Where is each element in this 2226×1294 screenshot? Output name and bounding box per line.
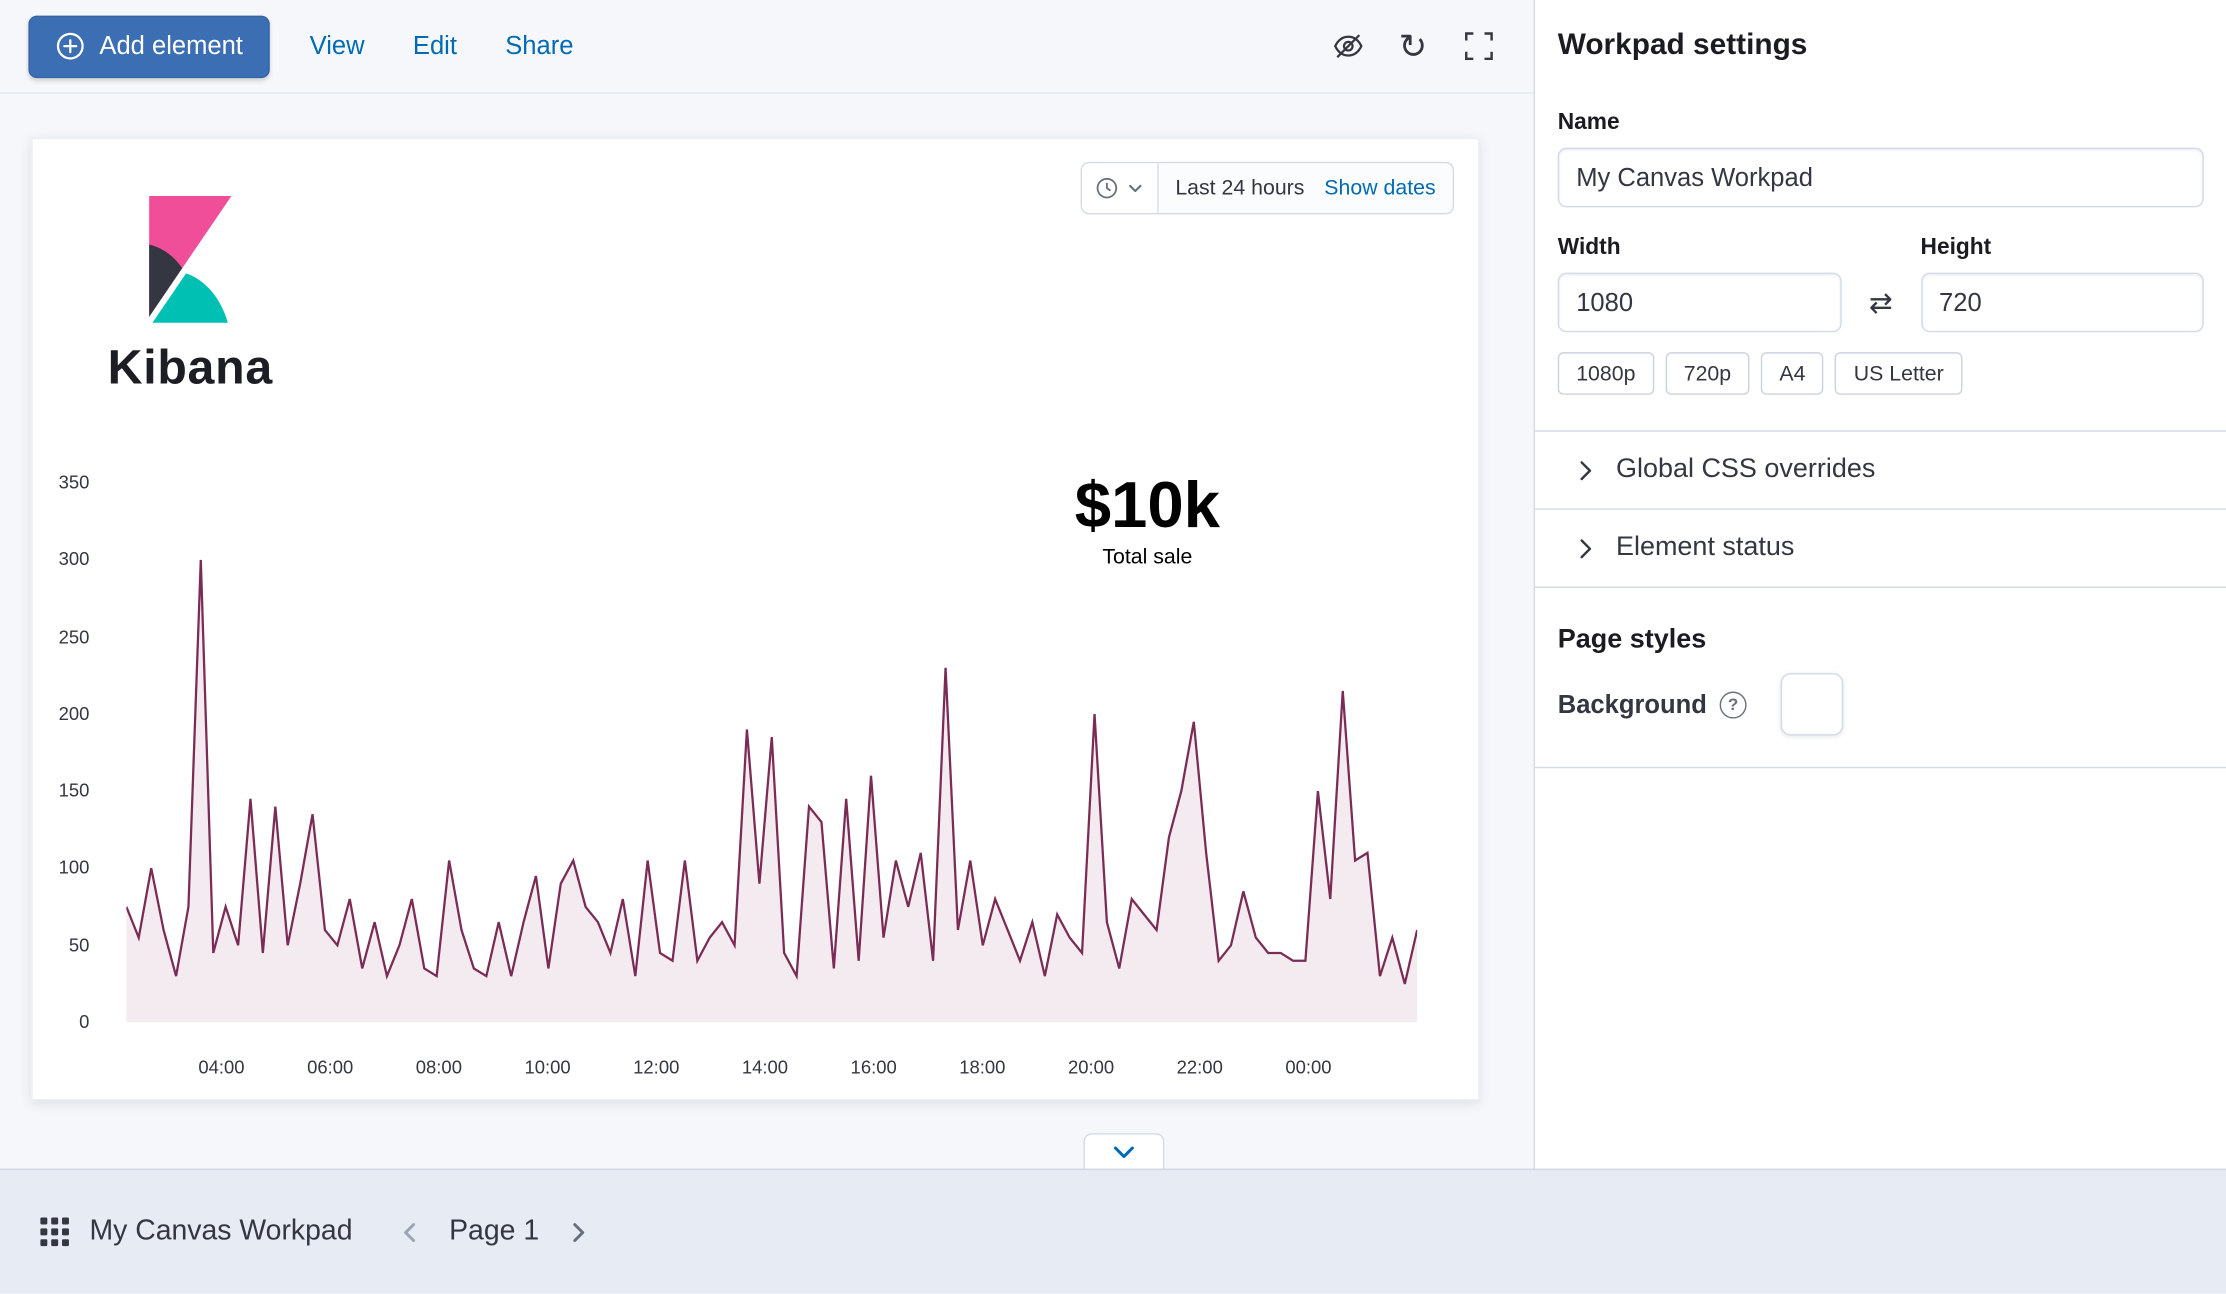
- x-tick-label: 22:00: [1177, 1056, 1223, 1077]
- size-fields: Width Height ⇄: [1558, 236, 2204, 333]
- swap-dimensions-icon[interactable]: ⇄: [1841, 273, 1921, 333]
- accordion-label: Global CSS overrides: [1616, 454, 1875, 485]
- y-tick-label: 150: [59, 778, 90, 804]
- chart-y-axis: 050100150200250300350: [41, 483, 89, 1023]
- workpad-footer: My Canvas Workpad Page 1: [0, 1169, 2226, 1294]
- y-tick-label: 50: [69, 933, 90, 959]
- menu-view[interactable]: View: [310, 31, 365, 61]
- width-label: Width: [1558, 236, 1841, 262]
- x-tick-label: 18:00: [959, 1056, 1005, 1077]
- workpad-page[interactable]: Kibana Last 24 hours Show dates: [31, 138, 1479, 1101]
- add-element-label: Add element: [99, 31, 243, 61]
- chevron-down-icon: [1110, 1138, 1137, 1165]
- x-tick-label: 20:00: [1068, 1056, 1114, 1077]
- hide-editing-controls-button[interactable]: [1321, 19, 1375, 73]
- preset-us-letter-button[interactable]: US Letter: [1835, 352, 1962, 395]
- previous-page-button[interactable]: [395, 1216, 426, 1247]
- y-tick-label: 250: [59, 624, 90, 650]
- workpad-settings-panel: Workpad settings Name Width Height ⇄ 108…: [1535, 0, 2226, 1169]
- canvas-toolbar: Add element View Edit Share ↻: [0, 0, 1534, 94]
- y-tick-label: 200: [59, 701, 90, 727]
- refresh-icon: ↻: [1399, 29, 1428, 63]
- background-setting-row: Background ?: [1558, 673, 2204, 735]
- accordion-label: Element status: [1616, 533, 1794, 564]
- fullscreen-button[interactable]: [1451, 19, 1505, 73]
- settings-panel-title: Workpad settings: [1558, 28, 2204, 62]
- add-element-button[interactable]: Add element: [28, 15, 270, 77]
- x-tick-label: 00:00: [1285, 1056, 1331, 1077]
- clock-icon: [1094, 176, 1118, 200]
- time-filter: Last 24 hours Show dates: [1080, 162, 1454, 215]
- canvas-area: Kibana Last 24 hours Show dates: [0, 94, 1535, 1169]
- apps-grid-icon[interactable]: [38, 1216, 71, 1249]
- x-tick-label: 14:00: [742, 1056, 788, 1077]
- y-tick-label: 100: [59, 855, 90, 881]
- time-filter-duration[interactable]: Last 24 hours: [1158, 163, 1321, 213]
- app-root: Add element View Edit Share ↻: [0, 0, 2226, 1294]
- plus-circle-icon: [55, 31, 85, 61]
- background-color-swatch[interactable]: [1781, 673, 1843, 735]
- element-status-accordion[interactable]: Element status: [1535, 508, 2226, 586]
- workpad-name-input[interactable]: [1558, 148, 2204, 208]
- chevron-right-icon: [1573, 458, 1597, 482]
- expand-page-manager-button[interactable]: [1083, 1133, 1164, 1169]
- y-tick-label: 0: [79, 1010, 89, 1036]
- footer-workpad-name[interactable]: My Canvas Workpad: [89, 1216, 352, 1249]
- menu-edit[interactable]: Edit: [413, 31, 457, 61]
- x-tick-label: 16:00: [851, 1056, 897, 1077]
- page-styles-title: Page styles: [1558, 625, 2204, 656]
- canvas-editor-pane: Add element View Edit Share ↻: [0, 0, 1535, 1169]
- show-dates-link[interactable]: Show dates: [1321, 163, 1452, 213]
- page-label[interactable]: Page 1: [449, 1216, 539, 1249]
- x-tick-label: 08:00: [416, 1056, 462, 1077]
- eye-slash-icon: [1331, 30, 1364, 63]
- chevron-down-icon: [1126, 179, 1144, 197]
- background-label: Background: [1558, 689, 1707, 719]
- chevron-left-icon: [398, 1219, 424, 1245]
- question-circle-icon[interactable]: ?: [1720, 691, 1747, 718]
- height-label: Height: [1921, 236, 2204, 262]
- settings-accordions: Global CSS overrides Element status: [1535, 430, 2226, 588]
- x-tick-label: 06:00: [307, 1056, 353, 1077]
- page-pager: Page 1: [395, 1216, 593, 1249]
- preset-720p-button[interactable]: 720p: [1665, 352, 1749, 395]
- y-tick-label: 350: [59, 470, 90, 496]
- refresh-button[interactable]: ↻: [1386, 19, 1440, 73]
- fullscreen-icon: [1463, 31, 1493, 61]
- menu-share[interactable]: Share: [505, 31, 573, 61]
- size-presets: 1080p 720p A4 US Letter: [1558, 352, 2204, 395]
- x-tick-label: 12:00: [633, 1056, 679, 1077]
- kibana-logo: Kibana: [77, 196, 304, 396]
- chart-x-axis: 04:00 06:00 08:00 10:00 12:00 14:00 16:00 18:00…: [126, 1056, 1417, 1084]
- width-input[interactable]: [1558, 273, 1841, 333]
- time-filter-quick-menu-button[interactable]: [1082, 163, 1159, 213]
- sales-area-chart[interactable]: [126, 483, 1417, 1023]
- x-tick-label: 04:00: [198, 1056, 244, 1077]
- kibana-logo-icon: [149, 196, 231, 324]
- name-label: Name: [1558, 111, 2204, 137]
- preset-1080p-button[interactable]: 1080p: [1558, 352, 1654, 395]
- global-css-overrides-accordion[interactable]: Global CSS overrides: [1535, 430, 2226, 508]
- chevron-right-icon: [565, 1219, 591, 1245]
- kibana-logo-text: Kibana: [77, 341, 304, 396]
- chevron-right-icon: [1573, 536, 1597, 560]
- y-tick-label: 300: [59, 547, 90, 573]
- next-page-button[interactable]: [562, 1216, 593, 1247]
- preset-a4-button[interactable]: A4: [1761, 352, 1824, 395]
- x-tick-label: 10:00: [524, 1056, 570, 1077]
- sidebar-divider: [1535, 767, 2226, 768]
- height-input[interactable]: [1921, 273, 2204, 333]
- toolbar-menu: View Edit Share: [310, 31, 574, 61]
